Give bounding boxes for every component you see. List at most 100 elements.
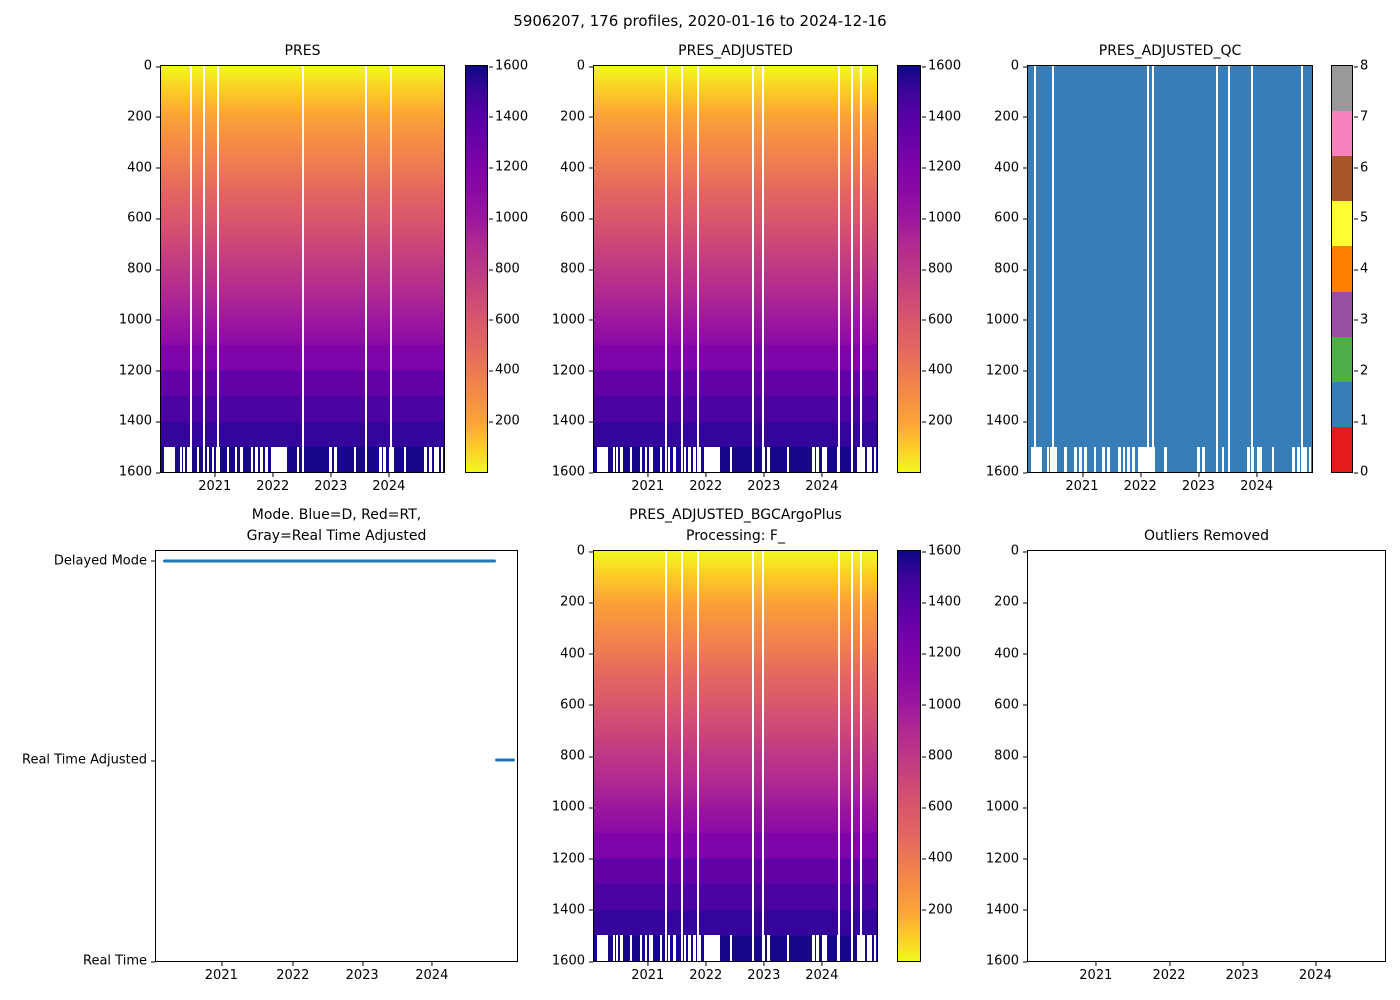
colorbar-tick-label: 7 xyxy=(1353,109,1369,125)
subplot-qc: PRES_ADJUSTED_QC 0 200 400 600 800 1000 1200 14… xyxy=(986,43,1313,494)
subplot-outliers: Outliers Removed 0 200 400 600 800 1000 1200 14… xyxy=(986,528,1386,983)
y-tick-label: 1400 xyxy=(985,902,1028,918)
colorbar-tick-label: 1600 xyxy=(488,58,529,74)
mode-level-rt-adjusted: Real Time Adjusted xyxy=(22,752,155,768)
plasma-colorbar-gradient xyxy=(898,66,920,472)
x-tick-label: 2021 xyxy=(1065,473,1099,494)
qc-colorbar: 8 7 6 5 4 3 2 1 0 xyxy=(1331,59,1368,480)
y-tick-label: 800 xyxy=(994,261,1027,277)
colorbar-tick-label: 6 xyxy=(1353,160,1369,175)
y-tick-label: 1200 xyxy=(551,363,594,378)
y-tick-label: 600 xyxy=(127,210,160,226)
subplot-bgc: PRES_ADJUSTED_BGCArgoPlus Processing: F_… xyxy=(552,507,878,983)
y-tick-label: 1400 xyxy=(551,413,594,429)
subplot-mode: Mode. Blue=D, Red=RT, Gray=Real Time Adj… xyxy=(22,507,518,983)
y-tick-label: 0 xyxy=(143,58,161,74)
x-tick-label: 2023 xyxy=(747,473,781,494)
x-tick-label: 2022 xyxy=(1123,473,1157,494)
plasma-colorbar-gradient xyxy=(898,551,920,961)
colorbar-tick-label: 800 xyxy=(922,748,953,764)
y-tick-label: 0 xyxy=(576,58,594,74)
x-tick-label: 2021 xyxy=(198,473,232,494)
colorbar-tick-label: 200 xyxy=(489,413,520,429)
x-tick-label: 2022 xyxy=(689,473,723,494)
y-tick-label: 1200 xyxy=(118,363,161,378)
y-tick-label: 400 xyxy=(994,646,1027,661)
y-tick-label: 200 xyxy=(127,109,160,125)
colorbar-tick-label: 1000 xyxy=(488,210,529,226)
colorbar-tick-label: 1400 xyxy=(921,594,962,610)
qc-colorbar-segments xyxy=(1332,66,1352,472)
subplot-mode-title: Mode. Blue=D, Red=RT, Gray=Real Time Adj… xyxy=(246,507,427,544)
pres-heatmap xyxy=(161,66,444,472)
colorbar-tick-label: 1400 xyxy=(921,109,962,125)
colorbar-tick-label: 8 xyxy=(1353,58,1369,74)
subplot-outliers-title: Outliers Removed xyxy=(1144,527,1269,544)
mode-level-delayed: Delayed Mode xyxy=(53,553,156,569)
subplot-bgc-title: PRES_ADJUSTED_BGCArgoPlus Processing: F_ xyxy=(629,507,842,544)
qc-heatmap xyxy=(1028,66,1312,472)
x-tick-label: 2023 xyxy=(747,962,781,983)
colorbar-tick-label: 1 xyxy=(1353,413,1369,429)
y-tick-label: 1400 xyxy=(118,413,161,429)
colorbar-tick-label: 3 xyxy=(1353,312,1369,328)
x-tick-label: 2023 xyxy=(345,962,379,983)
colorbar-tick-label: 600 xyxy=(489,312,520,328)
x-tick-label: 2021 xyxy=(631,473,665,494)
y-tick-label: 1200 xyxy=(985,851,1028,866)
y-tick-label: 800 xyxy=(560,748,593,764)
subplot-pres-title: PRES xyxy=(284,42,321,59)
colorbar-tick-label: 2 xyxy=(1353,363,1369,378)
y-tick-label: 800 xyxy=(994,748,1027,764)
x-tick-label: 2022 xyxy=(689,962,723,983)
y-tick-label: 200 xyxy=(560,109,593,125)
colorbar-tick-label: 4 xyxy=(1353,261,1369,277)
y-tick-label: 600 xyxy=(560,697,593,713)
subplot-pres-adjusted-title: PRES_ADJUSTED xyxy=(678,42,793,59)
x-tick-label: 2024 xyxy=(415,962,449,983)
y-tick-label: 400 xyxy=(994,160,1027,175)
x-tick-label: 2023 xyxy=(314,473,348,494)
y-tick-label: 1600 xyxy=(985,464,1028,480)
colorbar-tick-label: 400 xyxy=(489,362,520,378)
pres-adjusted-heatmap xyxy=(594,66,877,472)
colorbar-tick-label: 400 xyxy=(922,362,953,378)
x-tick-label: 2022 xyxy=(1152,962,1186,983)
x-tick-label: 2021 xyxy=(1079,962,1113,983)
colorbar-tick-label: 0 xyxy=(1353,464,1369,480)
y-tick-label: 1200 xyxy=(985,363,1028,378)
y-tick-label: 1200 xyxy=(551,851,594,866)
y-tick-label: 400 xyxy=(127,160,160,175)
y-tick-label: 1600 xyxy=(985,953,1028,969)
colorbar-tick-label: 1000 xyxy=(921,697,962,713)
y-tick-label: 1000 xyxy=(985,312,1028,328)
mode-level-realtime: Real Time xyxy=(83,953,155,969)
y-tick-label: 200 xyxy=(994,109,1027,125)
y-tick-label: 800 xyxy=(127,261,160,277)
y-tick-label: 200 xyxy=(994,594,1027,610)
colorbar-tick-label: 1600 xyxy=(921,543,962,559)
pres-colorbar: 1600 1400 1200 1000 800 600 400 200 xyxy=(465,59,528,473)
x-tick-label: 2023 xyxy=(1225,962,1259,983)
x-tick-label: 2021 xyxy=(204,962,238,983)
x-tick-label: 2023 xyxy=(1181,473,1215,494)
y-tick-label: 1000 xyxy=(551,799,594,815)
figure-title: 5906207, 176 profiles, 2020-01-16 to 202… xyxy=(513,12,887,30)
y-tick-label: 1000 xyxy=(551,312,594,328)
x-tick-label: 2022 xyxy=(276,962,310,983)
x-tick-label: 2024 xyxy=(372,473,406,494)
y-tick-label: 1000 xyxy=(985,799,1028,815)
y-tick-label: 400 xyxy=(560,160,593,175)
y-tick-label: 600 xyxy=(994,697,1027,713)
colorbar-tick-label: 600 xyxy=(922,799,953,815)
y-tick-label: 1400 xyxy=(985,413,1028,429)
bgc-heatmap xyxy=(594,551,877,961)
colorbar-tick-label: 800 xyxy=(922,261,953,277)
x-tick-label: 2024 xyxy=(1240,473,1274,494)
y-tick-label: 400 xyxy=(560,646,593,661)
y-tick-label: 800 xyxy=(560,261,593,277)
colorbar-tick-label: 200 xyxy=(922,902,953,918)
y-tick-label: 0 xyxy=(1010,543,1028,559)
colorbar-tick-label: 400 xyxy=(922,850,953,866)
colorbar-tick-label: 800 xyxy=(489,261,520,277)
